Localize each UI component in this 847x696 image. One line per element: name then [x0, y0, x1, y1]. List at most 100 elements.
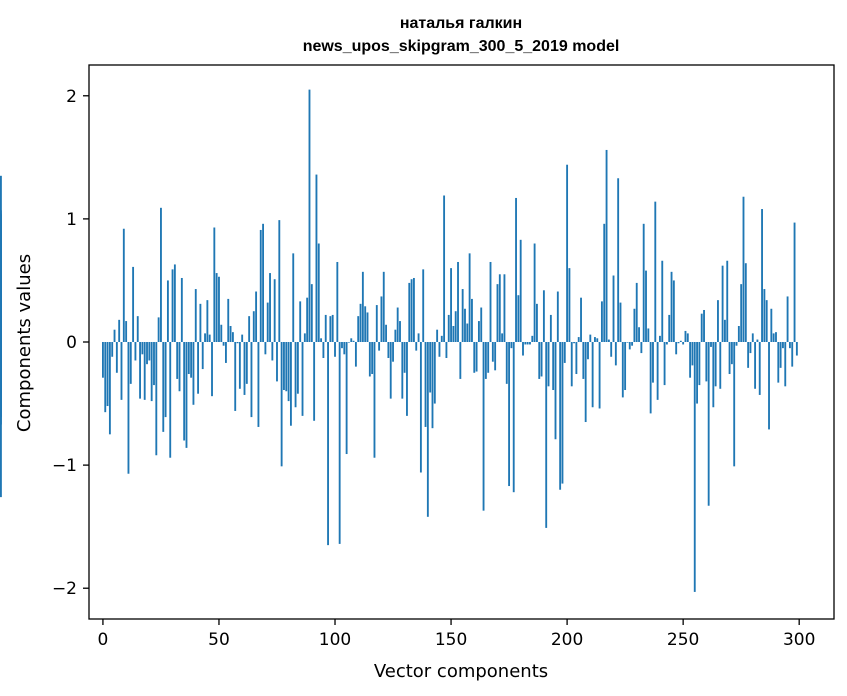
bar	[596, 338, 599, 342]
bar	[115, 342, 118, 373]
bar	[108, 342, 111, 435]
bar	[122, 228, 125, 342]
bar	[487, 342, 490, 373]
bar	[118, 319, 121, 342]
bar	[788, 342, 791, 349]
bar	[782, 342, 784, 349]
bar	[679, 340, 682, 342]
bar	[299, 301, 302, 342]
bar	[338, 342, 341, 544]
bar	[125, 321, 128, 342]
bar	[563, 342, 566, 363]
bar	[433, 342, 436, 404]
bar	[213, 227, 216, 342]
bar	[220, 324, 223, 342]
bar	[457, 261, 459, 342]
bar	[166, 280, 169, 342]
bar	[542, 290, 545, 342]
bar	[424, 342, 427, 427]
bar	[308, 89, 311, 343]
bar	[341, 342, 343, 349]
bar	[772, 333, 775, 342]
bar	[744, 263, 747, 342]
bar	[582, 342, 585, 379]
bar	[345, 342, 348, 455]
bar	[132, 266, 135, 342]
bar	[276, 342, 278, 382]
bar	[575, 342, 578, 375]
bar	[234, 342, 237, 411]
bar	[635, 282, 638, 342]
bar	[677, 342, 680, 344]
bar	[334, 342, 336, 357]
bar	[770, 308, 773, 342]
bar	[385, 324, 387, 342]
y-tick-label: 0	[66, 333, 77, 353]
bar	[183, 342, 186, 441]
bar	[559, 342, 562, 490]
x-axis: 0 50 100 150 200 250 300	[98, 619, 815, 650]
bar	[371, 342, 374, 375]
bar	[104, 342, 107, 413]
bar	[686, 333, 689, 342]
bar	[361, 271, 364, 342]
bar	[120, 342, 123, 400]
bar	[672, 280, 675, 342]
bar	[501, 333, 504, 342]
bar	[633, 308, 636, 342]
x-axis-label: Vector components	[374, 661, 548, 682]
bar	[696, 342, 698, 404]
bar	[252, 311, 255, 342]
bar	[296, 342, 299, 394]
bar	[327, 342, 329, 546]
bar	[705, 342, 708, 382]
bar	[129, 342, 132, 384]
bar	[717, 300, 719, 342]
bar	[452, 326, 455, 342]
bar	[269, 273, 271, 342]
bar	[243, 342, 246, 395]
plot-frame	[88, 64, 835, 620]
bar	[598, 342, 601, 409]
bar	[631, 342, 634, 346]
bar	[289, 342, 292, 426]
bar	[294, 342, 297, 408]
bar	[494, 342, 497, 371]
bar	[610, 342, 613, 357]
bar	[303, 333, 306, 342]
bar	[160, 207, 162, 342]
bar	[0, 213, 2, 342]
bar	[529, 342, 531, 345]
bar	[496, 284, 499, 342]
bar	[642, 223, 645, 342]
bar	[758, 342, 761, 395]
bar	[440, 335, 443, 342]
bar	[190, 342, 193, 378]
bar	[231, 332, 234, 342]
bar	[480, 307, 483, 342]
y-tick-label: 2	[66, 87, 77, 107]
bar	[668, 314, 671, 342]
bar	[621, 342, 624, 398]
bar	[661, 260, 664, 342]
bar	[399, 321, 401, 342]
bar	[545, 342, 548, 528]
bar	[352, 340, 355, 342]
bar	[670, 271, 673, 342]
bar	[491, 342, 494, 362]
bar	[422, 269, 425, 342]
bar	[607, 339, 610, 342]
bar	[389, 342, 392, 399]
bar	[271, 342, 274, 361]
bar	[526, 342, 529, 345]
bar	[735, 342, 738, 346]
bar	[343, 342, 346, 355]
bar	[153, 342, 155, 386]
bar	[619, 302, 622, 342]
y-axis-label: Components values	[14, 254, 35, 432]
bar	[329, 316, 332, 342]
y-tick-label: 1	[66, 210, 77, 230]
bar	[605, 149, 608, 342]
bar	[373, 342, 376, 458]
bar	[412, 277, 415, 342]
